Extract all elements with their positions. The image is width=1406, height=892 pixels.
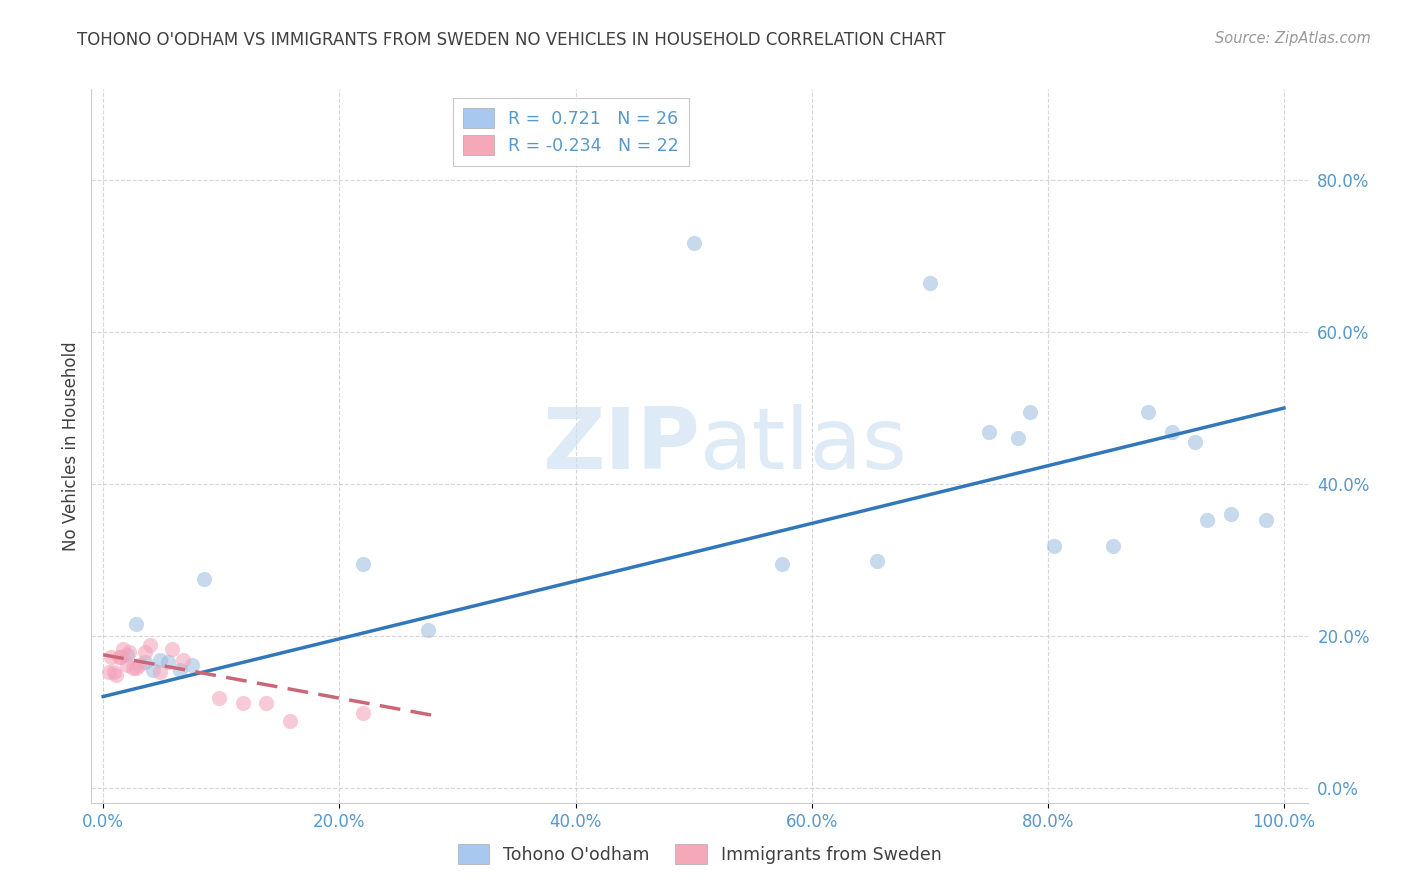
- Point: [98, 665, 121, 680]
- Point: [1042, 539, 1064, 553]
- Point: [208, 691, 231, 706]
- Point: [1160, 425, 1182, 440]
- Point: [254, 696, 277, 710]
- Point: [180, 657, 202, 672]
- Point: [110, 650, 132, 665]
- Text: atlas: atlas: [699, 404, 907, 488]
- Point: [125, 661, 148, 675]
- Point: [118, 645, 141, 659]
- Point: [918, 276, 941, 290]
- Point: [105, 668, 128, 682]
- Point: [1256, 513, 1278, 527]
- Point: [134, 645, 156, 659]
- Point: [352, 557, 374, 571]
- Point: [352, 706, 374, 721]
- Point: [128, 657, 150, 672]
- Point: [169, 663, 191, 677]
- Point: [149, 665, 172, 680]
- Point: [1137, 405, 1160, 419]
- Point: [770, 557, 793, 571]
- Point: [1019, 405, 1042, 419]
- Point: [157, 656, 180, 670]
- Point: [142, 663, 165, 677]
- Point: [149, 653, 172, 667]
- Point: [173, 653, 195, 667]
- Y-axis label: No Vehicles in Household: No Vehicles in Household: [62, 341, 80, 551]
- Point: [139, 638, 162, 652]
- Point: [193, 572, 215, 586]
- Point: [1219, 508, 1241, 522]
- Text: ZIP: ZIP: [541, 404, 699, 488]
- Point: [977, 425, 1000, 440]
- Point: [107, 650, 129, 665]
- Point: [160, 642, 183, 657]
- Point: [112, 642, 135, 657]
- Point: [231, 696, 253, 710]
- Point: [278, 714, 301, 728]
- Point: [1184, 435, 1206, 450]
- Point: [103, 665, 125, 680]
- Text: Source: ZipAtlas.com: Source: ZipAtlas.com: [1215, 31, 1371, 46]
- Point: [121, 661, 143, 675]
- Legend: Tohono O'odham, Immigrants from Sweden: Tohono O'odham, Immigrants from Sweden: [449, 835, 950, 872]
- Point: [865, 554, 887, 568]
- Point: [125, 617, 148, 632]
- Point: [115, 657, 138, 672]
- Point: [1101, 539, 1123, 553]
- Point: [416, 623, 439, 637]
- Point: [682, 235, 704, 250]
- Point: [134, 656, 156, 670]
- Point: [1007, 431, 1029, 445]
- Point: [115, 648, 138, 662]
- Point: [1197, 513, 1219, 527]
- Point: [100, 650, 122, 665]
- Text: TOHONO O'ODHAM VS IMMIGRANTS FROM SWEDEN NO VEHICLES IN HOUSEHOLD CORRELATION CH: TOHONO O'ODHAM VS IMMIGRANTS FROM SWEDEN…: [77, 31, 946, 49]
